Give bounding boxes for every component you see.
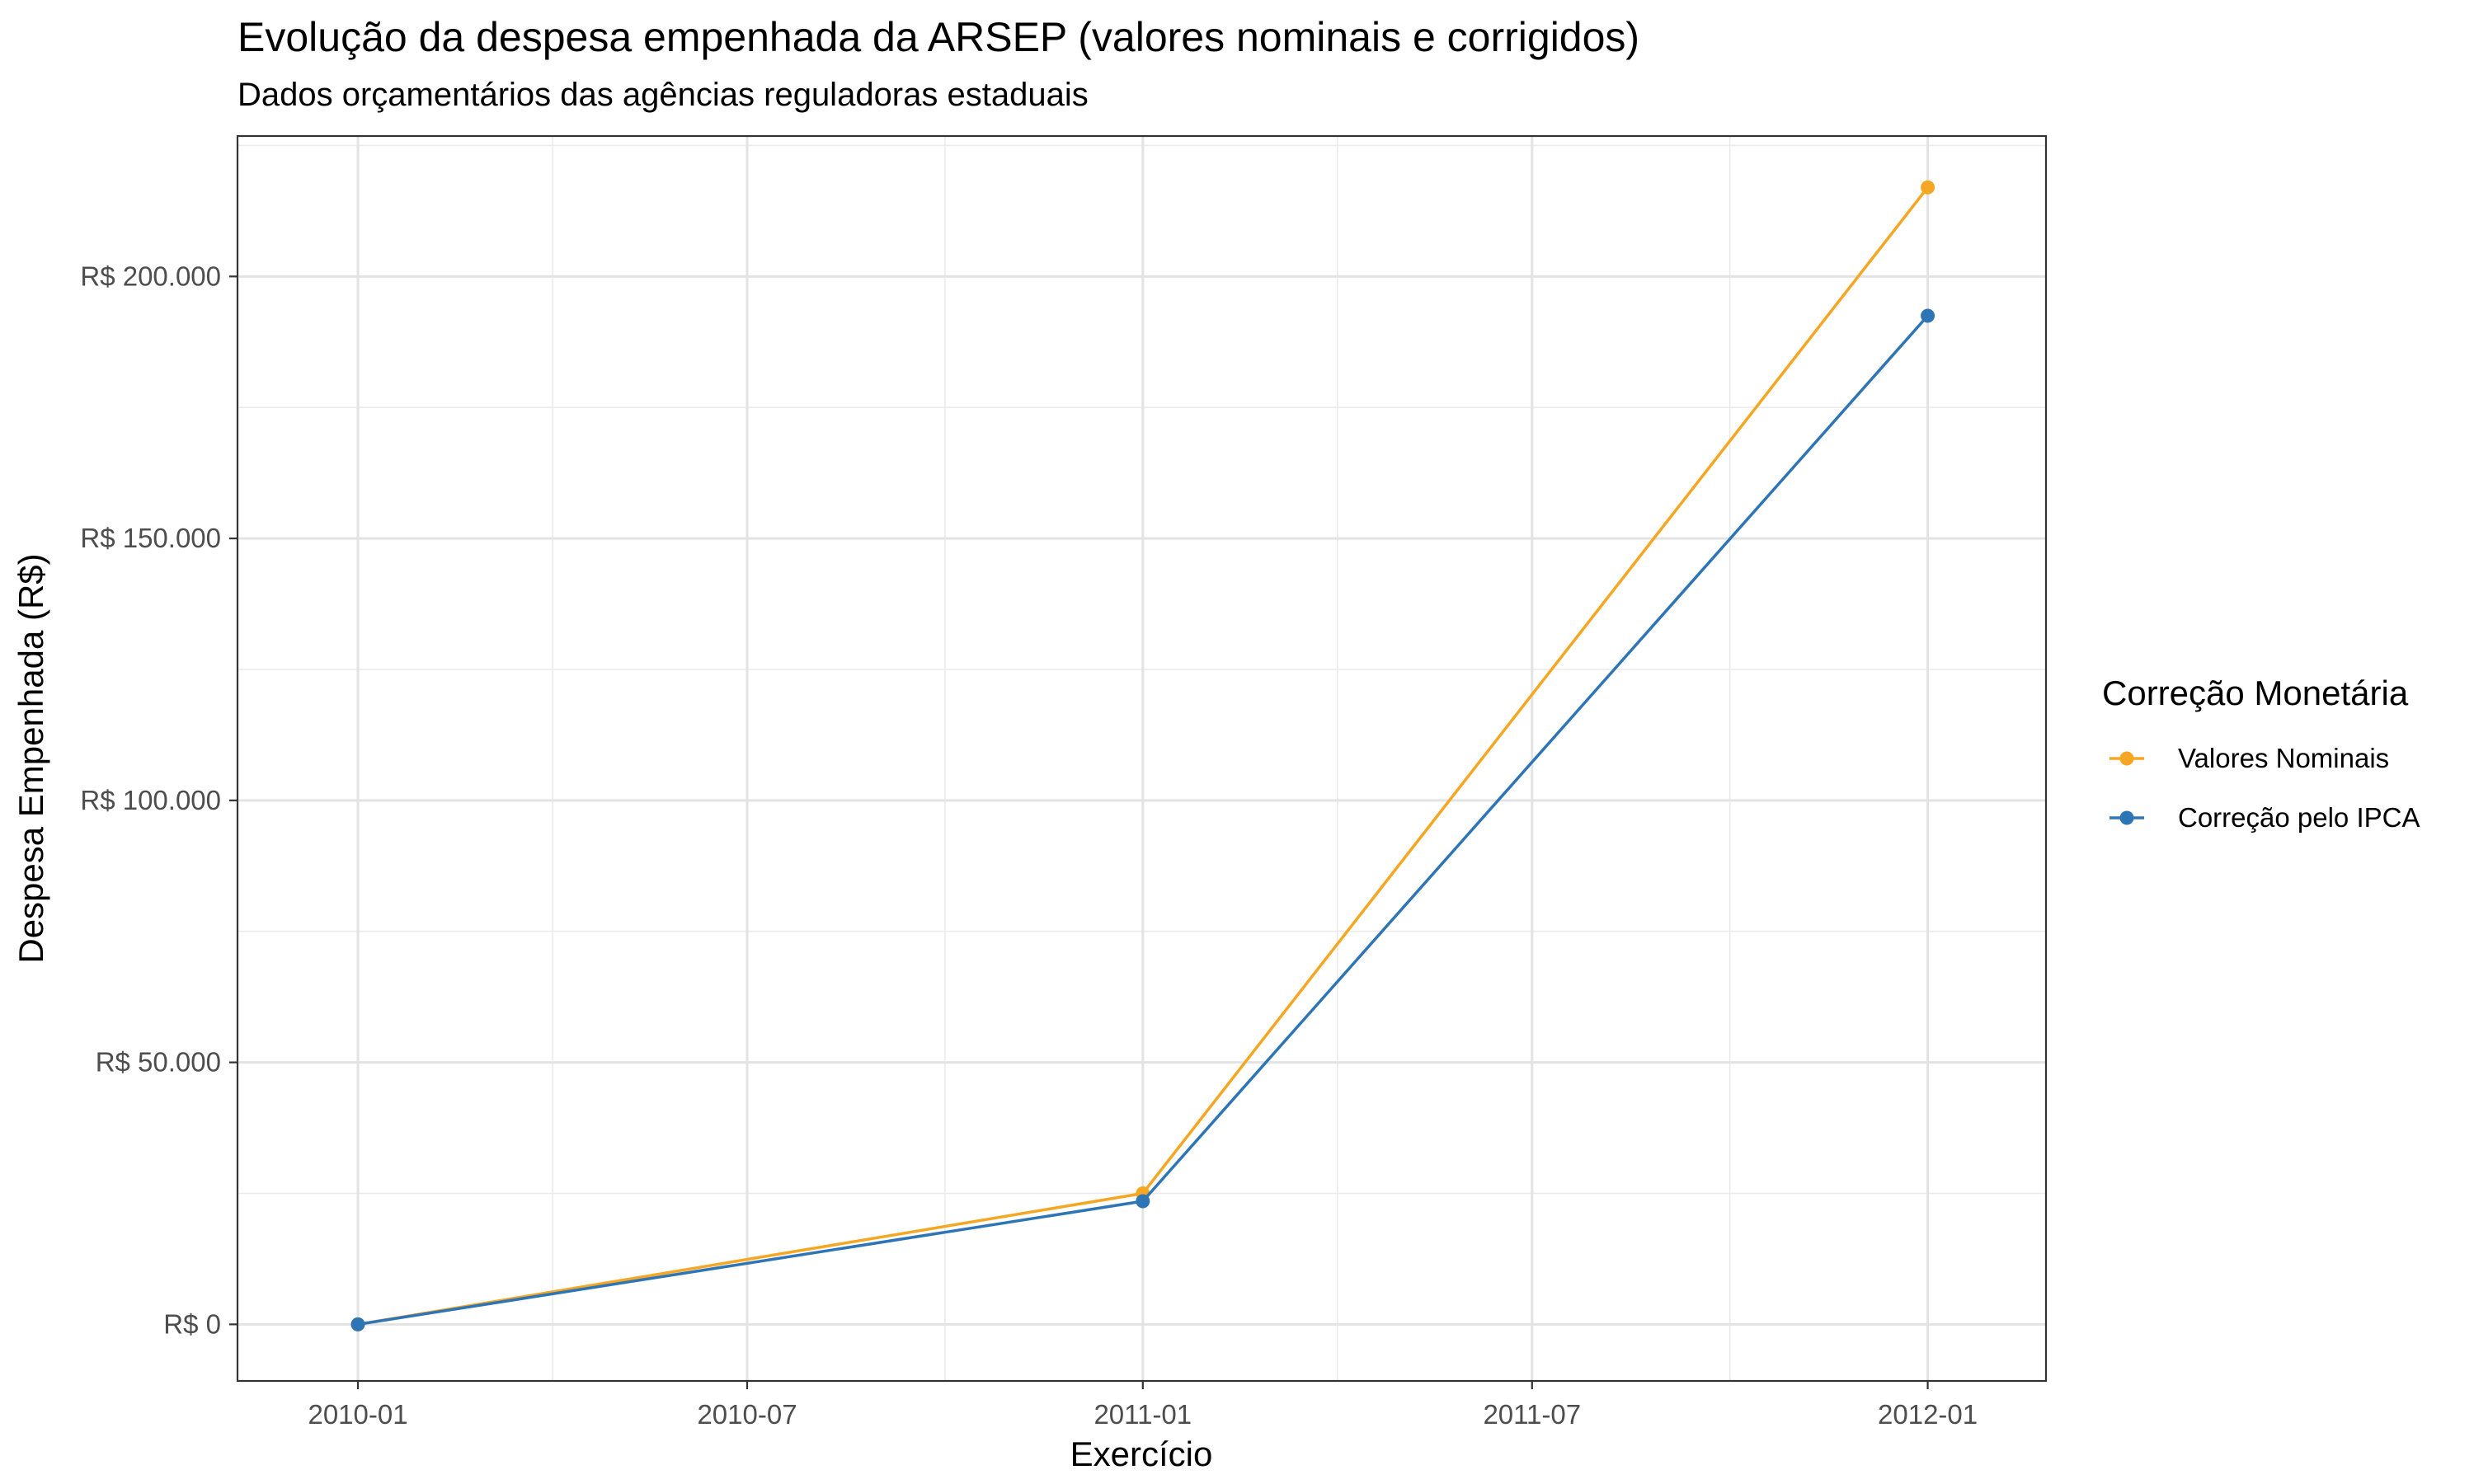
y-tick-label: R$ 150.000: [80, 523, 221, 553]
y-tick-label: R$ 100.000: [80, 785, 221, 815]
grid: [238, 136, 2046, 1381]
legend-key-point: [2119, 751, 2134, 766]
legend-item-correcao-pelo-ipca: Correção pelo IPCA: [2109, 802, 2420, 833]
y-tick-label: R$ 200.000: [80, 261, 221, 291]
x-axis-title: Exercício: [1070, 1435, 1213, 1473]
x-tick-label: 2011-07: [1483, 1399, 1581, 1430]
data-point-valores-nominais: [1921, 180, 1935, 195]
legend-key-point: [2119, 810, 2134, 825]
data-point-correcao-pelo-ipca: [1921, 308, 1935, 323]
y-axis: R$ 0 R$ 50.000 R$ 100.000 R$ 150.000 R$ 200.…: [80, 261, 238, 1339]
x-tick-label: 2012-01: [1878, 1399, 1978, 1430]
y-tick-label: R$ 50.000: [96, 1047, 221, 1078]
chart-subtitle: Dados orçamentários das agências regulad…: [238, 77, 1089, 113]
x-tick-label: 2010-01: [308, 1399, 407, 1430]
data-point-correcao-pelo-ipca: [1136, 1194, 1150, 1209]
chart-title: Evolução da despesa empenhada da ARSEP (…: [238, 14, 1639, 60]
legend-title: Correção Monetária: [2102, 674, 2409, 712]
x-axis: 2010-01 2010-07 2011-01 2011-07 2012-01: [308, 1381, 1978, 1430]
plot-panel-border: [236, 134, 2048, 1383]
x-tick-label: 2010-07: [697, 1399, 797, 1430]
legend-label: Correção pelo IPCA: [2178, 802, 2420, 833]
y-axis-title: Despesa Empenhada (R$): [12, 553, 50, 963]
x-tick-label: 2011-01: [1094, 1399, 1192, 1430]
legend-label: Valores Nominais: [2178, 743, 2389, 773]
data-point-correcao-pelo-ipca: [350, 1317, 365, 1331]
series-layer: [350, 180, 1935, 1331]
legend: Correção Monetária Valores Nominais Corre…: [2102, 674, 2420, 833]
y-tick-label: R$ 0: [163, 1308, 221, 1339]
legend-item-valores-nominais: Valores Nominais: [2109, 743, 2389, 773]
